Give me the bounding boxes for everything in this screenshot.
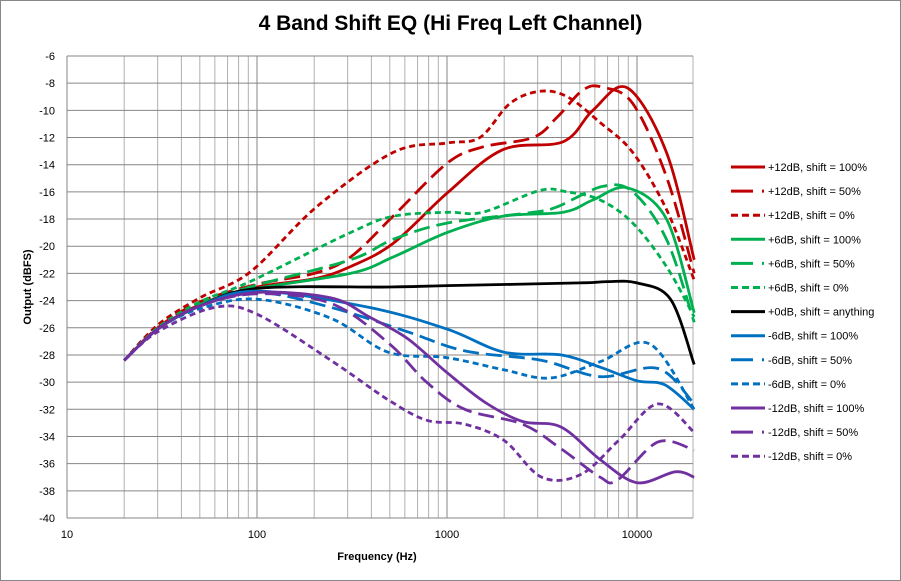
legend-label: +6dB, shift = 0% xyxy=(768,283,849,295)
chart-title: 4 Band Shift EQ (Hi Freq Left Channel) xyxy=(258,12,643,35)
legend-label: +6dB, shift = 50% xyxy=(768,258,855,270)
x-tick-label: 100 xyxy=(248,529,266,541)
y-tick-label: -14 xyxy=(39,160,55,172)
series-lines xyxy=(123,84,696,485)
x-tick-labels: 10 100 1000 10000 xyxy=(61,529,652,541)
series-6db-shift-50-line xyxy=(123,183,696,362)
legend-label: -6dB, shift = 50% xyxy=(768,355,852,367)
y-tick-label: -8 xyxy=(45,78,55,90)
y-tick-label: -24 xyxy=(39,296,55,308)
y-tick-label: -22 xyxy=(39,268,55,280)
series-6db-shift-0-line xyxy=(123,187,696,362)
series-12db-shift-0-line xyxy=(123,89,696,362)
x-tick-label: 10000 xyxy=(622,529,653,541)
legend-label: +0dB, shift = anything xyxy=(768,307,874,319)
y-tick-label: -38 xyxy=(39,486,55,498)
series-0db-shift-anything-line xyxy=(123,279,696,365)
legend-label: -6dB, shift = 100% xyxy=(768,331,858,343)
y-tick-label: -28 xyxy=(39,350,55,362)
legend-label: -6dB, shift = 0% xyxy=(768,379,846,391)
y-tick-label: -20 xyxy=(39,241,55,253)
legend-label: -12dB, shift = 50% xyxy=(768,427,858,439)
y-tick-label: -18 xyxy=(39,214,55,226)
y-tick-label: -32 xyxy=(39,404,55,416)
y-tick-label: -16 xyxy=(39,187,55,199)
y-tick-label: -34 xyxy=(39,431,55,443)
y-tick-label: -12 xyxy=(39,133,55,145)
series-12db-shift-100-line xyxy=(123,290,695,485)
series-12db-shift-0-line xyxy=(123,304,696,482)
series-6db-shift-0-line xyxy=(123,297,696,411)
x-tick-label: 10 xyxy=(61,529,73,541)
y-tick-label: -36 xyxy=(39,459,55,471)
series-12db-shift-100-line xyxy=(123,85,696,362)
series-12db-shift-50-line xyxy=(123,84,696,362)
y-tick-label: -40 xyxy=(39,513,55,525)
legend-label: +12dB, shift = 100% xyxy=(768,162,867,174)
y-tick-labels: -6 -8 -10 -12 -14 -16 -18 -20 -22 -24 -26 -28 -30 -32… xyxy=(39,51,55,525)
y-axis-label: Output (dBFS) xyxy=(22,249,34,324)
y-tick-label: -26 xyxy=(39,323,55,335)
legend-label: +6dB, shift = 100% xyxy=(768,234,861,246)
legend-label: -12dB, shift = 100% xyxy=(768,403,865,415)
x-axis-label: Frequency (Hz) xyxy=(337,551,417,563)
legend-label: +12dB, shift = 50% xyxy=(768,186,861,198)
series-12db-shift-50-line xyxy=(123,292,695,485)
legend-label: +12dB, shift = 0% xyxy=(768,210,855,222)
y-tick-label: -6 xyxy=(45,51,55,63)
legend: +12dB, shift = 100% +12dB, shift = 50% +12… xyxy=(731,162,874,463)
x-tick-label: 1000 xyxy=(435,529,459,541)
y-tick-label: -30 xyxy=(39,377,55,389)
y-tick-label: -10 xyxy=(39,105,55,117)
legend-label: -12dB, shift = 0% xyxy=(768,451,852,463)
